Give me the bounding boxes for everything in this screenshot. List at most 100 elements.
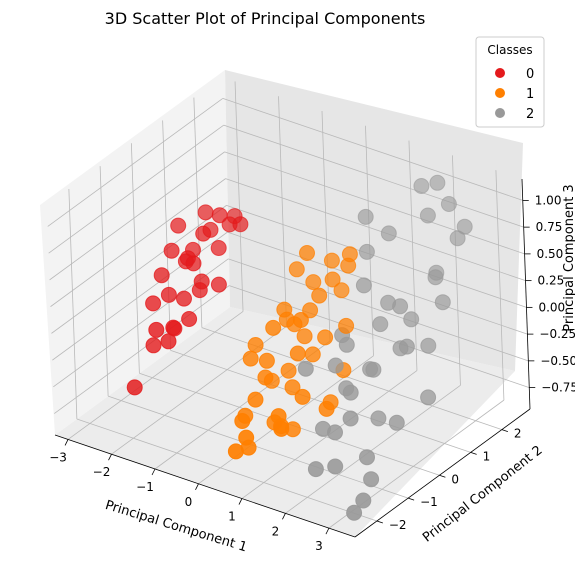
point-class-1-3 (247, 391, 264, 408)
legend-label-2: 2 (526, 107, 534, 122)
x-grid-back-2 (321, 110, 331, 342)
y-tick-label-4: 2 (514, 427, 522, 441)
point-class-1-23 (280, 362, 297, 379)
x-tick-5 (282, 513, 286, 520)
point-class-0-18 (185, 255, 202, 272)
y-grid-left-3 (162, 120, 172, 351)
x-axis-line (54, 434, 356, 538)
z-grid-back-4 (225, 178, 526, 282)
point-class-2-34 (327, 458, 344, 475)
point-class-1-19 (338, 317, 355, 334)
point-class-2-5 (449, 230, 466, 247)
point-class-0-10 (170, 217, 187, 234)
point-class-0-14 (197, 204, 214, 221)
z-grid-left-4 (50, 178, 226, 307)
x-grid-back-1 (278, 96, 287, 327)
point-class-1-37 (238, 429, 255, 446)
point-class-1-41 (273, 420, 290, 437)
y-axis-line (354, 408, 531, 538)
z-grid-back-2 (227, 231, 528, 335)
point-class-0-3 (160, 286, 177, 303)
point-class-2-2 (440, 196, 457, 212)
point-class-0-21 (148, 321, 165, 338)
z-grid-back-3 (226, 204, 527, 308)
point-class-1-8 (323, 252, 340, 269)
point-class-2-4 (380, 225, 397, 242)
point-class-2-30 (297, 360, 314, 377)
x-tick-6 (325, 527, 330, 535)
point-class-1-20 (305, 274, 322, 291)
y-tick-1 (407, 497, 415, 501)
z-tick-label-3: 0.00 (538, 300, 565, 314)
y-tick-label-2: 0 (451, 472, 459, 486)
z-tick-label-5: 0.50 (537, 247, 564, 261)
point-class-2-12 (388, 414, 405, 431)
z-grid-back-1 (228, 258, 529, 362)
point-class-0-8 (195, 225, 212, 242)
point-class-0-16 (211, 207, 228, 224)
point-class-2-29 (307, 461, 324, 478)
z-grid-back-5 (224, 151, 525, 255)
point-class-2-11 (370, 410, 387, 427)
legend-title: Classes (487, 43, 532, 57)
point-class-1-12 (304, 346, 321, 363)
y-grid-floor-3 (170, 350, 471, 453)
legend-marker-0 (495, 68, 505, 78)
x-grid-back-0 (234, 81, 244, 312)
back-wall-pane (225, 70, 523, 371)
point-class-2-36 (456, 218, 473, 235)
point-class-2-25 (358, 243, 375, 260)
point-class-1-32 (318, 400, 335, 417)
point-class-0-5 (176, 290, 192, 307)
y-tick-0 (376, 520, 384, 524)
point-class-1-27 (227, 443, 244, 460)
point-class-0-11 (160, 333, 177, 350)
legend: Classes 0 1 2 (475, 36, 545, 128)
z-tick-label-4: 0.25 (538, 274, 565, 288)
point-class-0-12 (210, 240, 227, 256)
point-class-2-18 (427, 269, 444, 286)
point-class-1-4 (311, 287, 328, 304)
point-class-1-40 (265, 319, 282, 336)
y-grid-left-2 (130, 143, 140, 374)
y-tick-3 (470, 452, 477, 455)
point-class-2-14 (355, 492, 372, 509)
y-tick-2 (439, 474, 446, 478)
point-class-0-17 (126, 379, 143, 396)
point-class-0-23 (181, 311, 198, 327)
point-class-2-8 (365, 361, 382, 378)
point-class-2-35 (355, 277, 372, 294)
point-class-2-13 (359, 449, 375, 466)
point-class-0-7 (165, 319, 182, 336)
point-class-1-36 (234, 413, 251, 429)
point-class-2-33 (420, 337, 437, 354)
z-grid-left-6 (48, 124, 224, 254)
point-class-0-0 (163, 242, 180, 259)
x-tick-label-2: −1 (136, 480, 154, 494)
legend-label-1: 1 (526, 87, 534, 102)
point-class-0-13 (145, 337, 162, 354)
point-class-1-29 (288, 261, 305, 278)
x-grid-back-4 (408, 140, 418, 371)
point-class-1-25 (324, 271, 341, 288)
x-tick-label-1: −2 (93, 465, 111, 479)
z-axis-line (521, 178, 531, 410)
x-tick-label-5: 2 (272, 524, 280, 538)
point-class-2-24 (398, 338, 415, 355)
point-class-1-21 (284, 379, 301, 396)
x-tick-4 (238, 498, 243, 505)
x-tick-label-3: 0 (185, 495, 193, 509)
point-class-2-31 (392, 298, 409, 315)
z-tick-label-1: −0.50 (540, 354, 575, 368)
point-class-2-17 (403, 311, 420, 328)
point-class-0-24 (153, 267, 170, 284)
point-class-1-22 (294, 388, 311, 405)
point-class-1-11 (289, 345, 306, 362)
point-class-2-1 (429, 174, 446, 191)
point-class-0-20 (210, 276, 227, 293)
z-tick-label-7: 1.00 (535, 193, 562, 207)
x-tick-2 (151, 468, 156, 476)
point-class-2-26 (357, 208, 374, 225)
z-tick-label-0: −0.75 (541, 381, 575, 395)
